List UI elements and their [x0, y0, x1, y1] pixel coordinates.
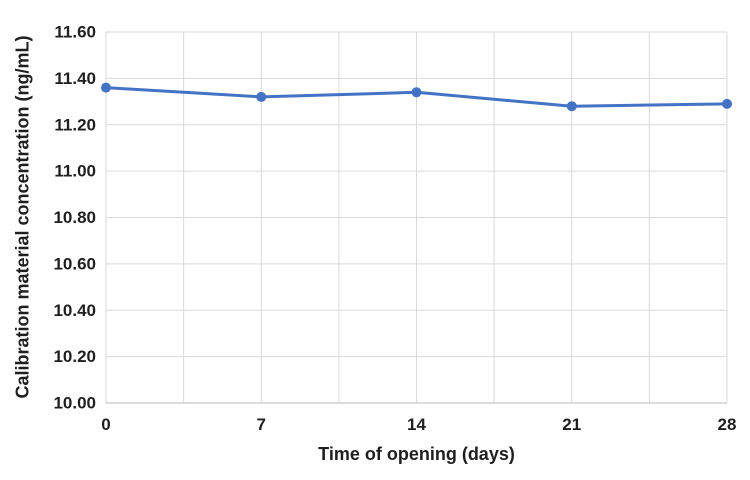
data-point-marker — [722, 98, 732, 109]
data-point-marker — [566, 101, 577, 112]
data-point-marker — [101, 82, 111, 93]
y-tick-label: 11.00 — [54, 162, 96, 181]
x-tick-label: 14 — [407, 415, 426, 434]
y-tick-label: 10.60 — [53, 254, 96, 273]
x-tick-label: 28 — [718, 415, 737, 434]
x-axis-title: Time of opening (days) — [318, 444, 515, 464]
y-tick-label: 10.40 — [53, 301, 96, 320]
x-tick-label: 7 — [257, 415, 266, 434]
y-tick-label: 11.20 — [54, 115, 96, 134]
y-tick-label: 10.80 — [53, 208, 96, 227]
y-tick-label: 11.40 — [54, 69, 96, 88]
x-tick-label: 0 — [101, 415, 110, 434]
y-axis-title: Calibration material concentration (ng/m… — [12, 35, 33, 399]
x-tick-label: 21 — [562, 415, 581, 434]
y-tick-label: 10.20 — [53, 347, 96, 366]
data-point-marker — [256, 91, 267, 102]
y-tick-label: 11.60 — [54, 23, 96, 42]
y-tick-label: 10.00 — [53, 394, 96, 413]
data-point-marker — [411, 87, 422, 98]
